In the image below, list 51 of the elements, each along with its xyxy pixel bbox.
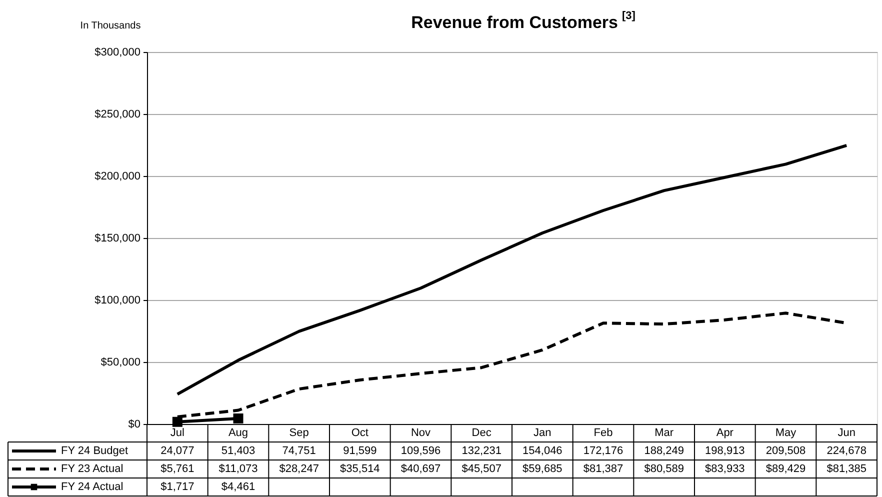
- data-label: $1,717: [160, 481, 194, 493]
- x-tick-label: Sep: [289, 427, 309, 439]
- data-label: 198,913: [705, 445, 745, 457]
- y-tick-label: $0: [128, 418, 140, 430]
- x-tick-label: Jul: [170, 427, 184, 439]
- legend-label: FY 23 Actual: [61, 463, 124, 475]
- data-label: 172,176: [583, 445, 624, 457]
- y-tick-label: $150,000: [94, 232, 140, 244]
- y-tick-label: $100,000: [94, 294, 140, 306]
- data-label: $81,387: [583, 463, 624, 475]
- x-tick-label: Apr: [716, 427, 734, 439]
- data-label: 24,077: [160, 445, 194, 457]
- data-label: $35,514: [340, 463, 380, 475]
- legend-label: FY 24 Actual: [61, 481, 124, 493]
- data-label: $80,589: [644, 463, 684, 475]
- y-tick-label: $50,000: [100, 356, 140, 368]
- data-label: $40,697: [400, 463, 441, 475]
- chart-title: Revenue from Customers [3]: [411, 10, 636, 32]
- x-tick-label: Jun: [838, 427, 856, 439]
- data-label: $81,385: [826, 463, 866, 475]
- data-label: $28,247: [279, 463, 319, 475]
- x-tick-label: Jan: [534, 427, 552, 439]
- x-tick-label: Feb: [594, 427, 613, 439]
- x-tick-label: Aug: [228, 427, 248, 439]
- y-tick-label: $300,000: [94, 46, 140, 58]
- y-tick-label: $200,000: [94, 170, 140, 182]
- x-tick-label: Oct: [351, 427, 368, 439]
- x-tick-label: Mar: [654, 427, 674, 439]
- data-label: $59,685: [522, 463, 562, 475]
- data-label: 132,231: [462, 445, 502, 457]
- line-series: [176, 144, 848, 396]
- data-label: 51,403: [221, 445, 256, 457]
- data-label: 74,751: [282, 445, 316, 457]
- y-tick-label: $250,000: [94, 108, 140, 120]
- data-label: $11,073: [218, 463, 258, 475]
- data-label: $45,507: [462, 463, 502, 475]
- data-label: 109,596: [400, 445, 441, 457]
- x-tick-label: May: [775, 427, 797, 439]
- data-label: $89,429: [766, 463, 806, 475]
- legend-label: FY 24 Budget: [61, 445, 128, 457]
- data-label: $83,933: [705, 463, 745, 475]
- data-label: 154,046: [522, 445, 562, 457]
- data-label: 224,678: [826, 445, 866, 457]
- data-label: 188,249: [644, 445, 684, 457]
- data-label: $4,461: [221, 481, 256, 493]
- data-label: 91,599: [343, 445, 377, 457]
- data-label: 209,508: [766, 445, 806, 457]
- y-axis-title: In Thousands: [80, 20, 141, 32]
- x-tick-label: Nov: [410, 427, 432, 439]
- x-tick-label: Dec: [472, 427, 492, 439]
- data-label: $5,761: [160, 463, 194, 475]
